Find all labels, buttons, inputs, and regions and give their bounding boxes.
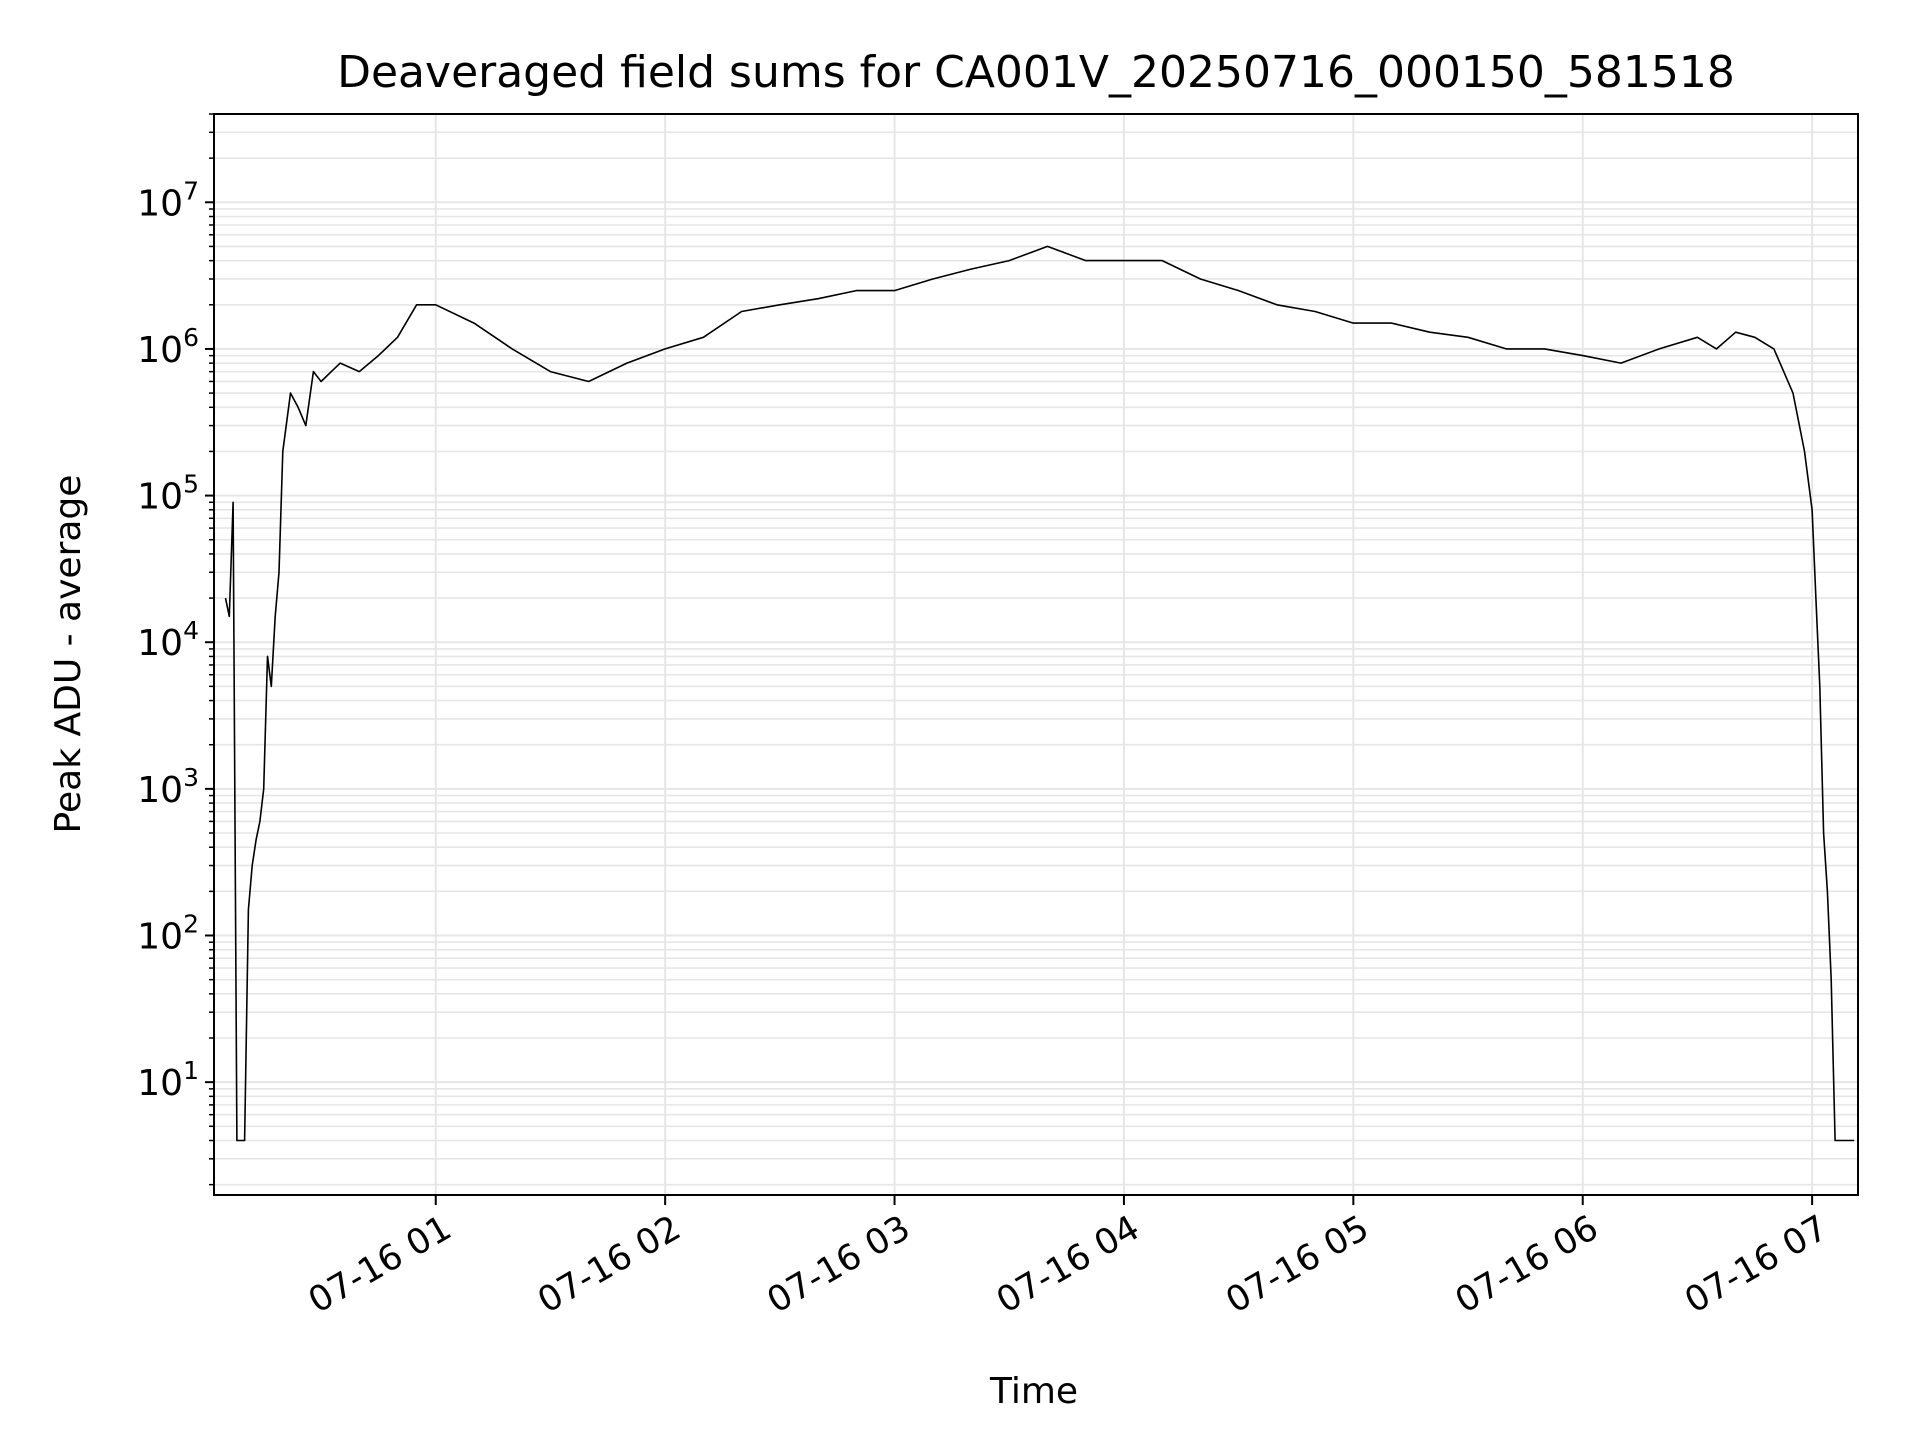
plot-frame	[213, 113, 1859, 1196]
grid	[214, 113, 1858, 1195]
y-tick-exponent: 4	[183, 616, 199, 645]
y-tick-base: 10	[137, 183, 183, 224]
y-tick-exponent: 3	[183, 763, 199, 792]
y-tick-label: 106	[137, 323, 199, 371]
y-tick-label: 105	[137, 470, 199, 518]
y-tick-label: 104	[137, 616, 199, 664]
y-tick-exponent: 6	[183, 323, 199, 352]
y-tick-base: 10	[137, 1063, 183, 1104]
x-axis-label: Time	[989, 1371, 1078, 1412]
y-tick-label: 101	[137, 1056, 199, 1104]
y-tick-label: 107	[137, 176, 199, 224]
y-tick-label: 102	[137, 910, 199, 958]
y-tick-exponent: 5	[183, 470, 199, 499]
y-tick-base: 10	[137, 917, 183, 958]
y-tick-base: 10	[137, 770, 183, 811]
y-tick-label: 103	[137, 763, 199, 811]
y-tick-exponent: 7	[183, 176, 199, 205]
chart-title: Deaveraged field sums for CA001V_2025071…	[337, 47, 1735, 98]
y-axis-label: Peak ADU - average	[48, 475, 89, 834]
y-tick-base: 10	[137, 330, 183, 371]
y-tick-base: 10	[137, 477, 183, 518]
y-tick-exponent: 2	[183, 910, 199, 939]
series-line	[224, 245, 1855, 1142]
y-tick-exponent: 1	[183, 1056, 199, 1085]
series-line-layer	[224, 245, 1855, 1142]
y-tick-base: 10	[137, 623, 183, 664]
